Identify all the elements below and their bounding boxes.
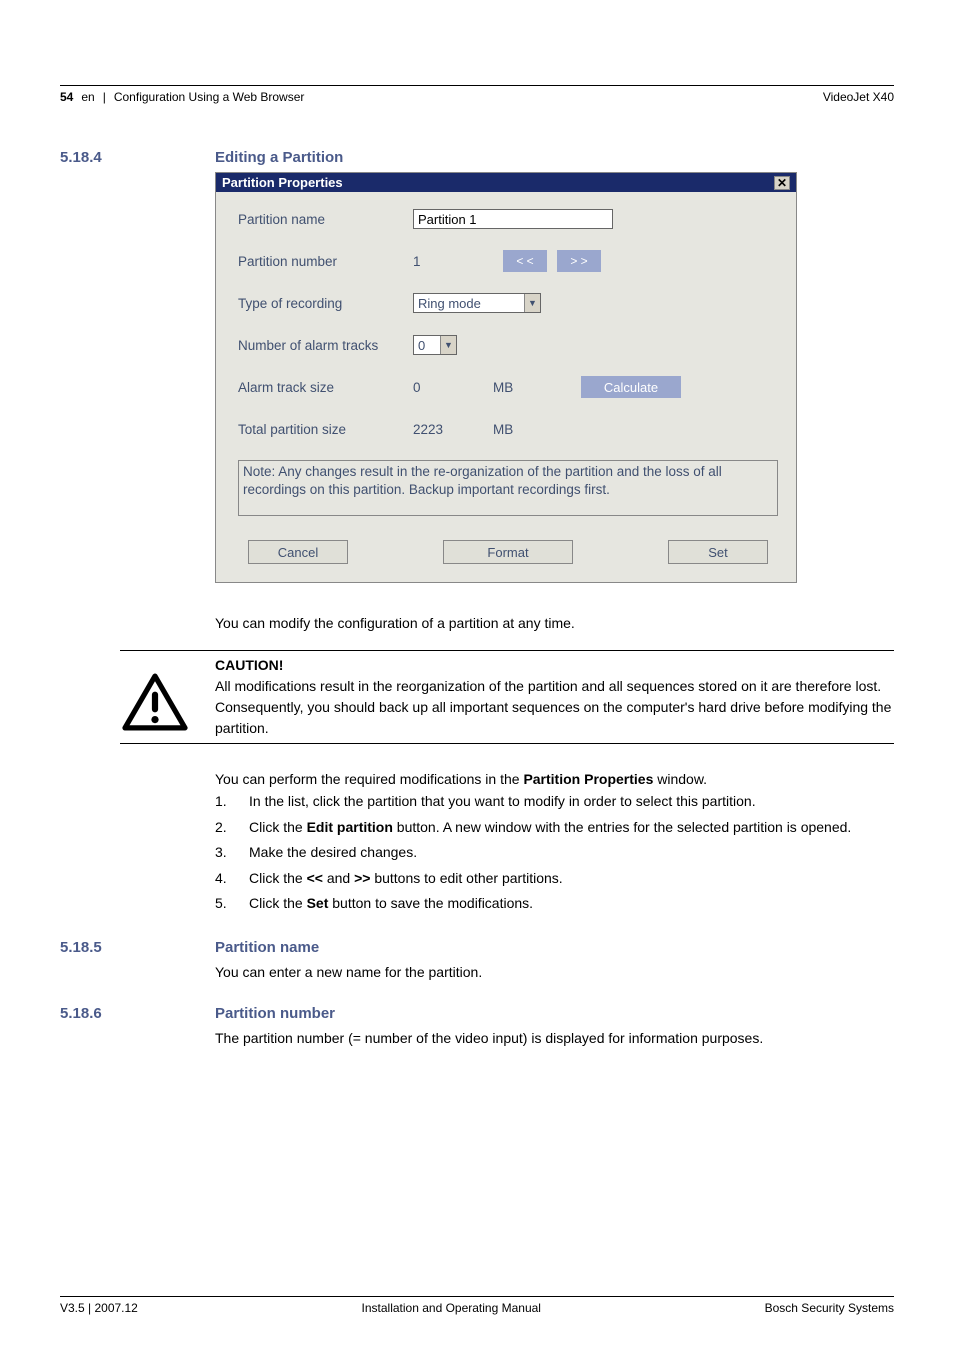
header-product: VideoJet X40 [823,90,894,104]
footer-rule [60,1296,894,1297]
step-5a: Click the [249,895,307,911]
section-title: Editing a Partition [215,149,343,166]
close-icon[interactable]: ✕ [774,176,790,190]
chevron-down-icon: ▼ [524,294,540,312]
partition-number-value: 1 [413,254,453,269]
intro-b: Partition Properties [523,771,653,787]
alarm-track-size-value: 0 [413,380,453,395]
section-number: 5.18.5 [60,939,195,956]
step-4a: Click the [249,870,307,886]
caution-line-1: All modifications result in the reorgani… [215,676,894,697]
footer-center: Installation and Operating Manual [362,1301,541,1315]
dialog-titlebar: Partition Properties ✕ [216,173,796,192]
caution-rule-bottom [120,743,894,744]
step-4: Click the << and >> buttons to edit othe… [249,867,894,889]
unit-mb-1: MB [493,380,523,395]
dialog-title-text: Partition Properties [222,175,343,190]
set-button[interactable]: Set [668,540,768,564]
section-heading-1: 5.18.4 Editing a Partition [60,149,894,166]
calculate-button[interactable]: Calculate [581,376,681,398]
footer-left: V3.5 | 2007.12 [60,1301,138,1315]
step-1: In the list, click the partition that yo… [249,790,894,812]
step-3: Make the desired changes. [249,841,894,863]
section-2-body: You can enter a new name for the partiti… [215,962,894,983]
header-breadcrumb: Configuration Using a Web Browser [114,90,305,104]
step-5: Click the Set button to save the modific… [249,892,894,914]
label-type-recording: Type of recording [238,296,413,311]
page-footer: V3.5 | 2007.12 Installation and Operatin… [60,1301,894,1315]
header-rule [60,85,894,86]
step-5c: button to save the modifications. [328,895,533,911]
label-partition-name: Partition name [238,212,413,227]
next-button[interactable]: > > [557,250,601,272]
step-2: Click the Edit partition button. A new w… [249,816,894,838]
type-recording-select[interactable]: Ring mode ▼ [413,293,541,313]
procedure-list: 1. In the list, click the partition that … [215,790,894,914]
warning-icon [120,655,195,739]
caution-line-2: Consequently, you should back up all imp… [215,697,894,739]
paragraph-modify: You can modify the configuration of a pa… [215,613,894,633]
section-3-body: The partition number (= number of the vi… [215,1028,894,1049]
step-4b: << [307,870,323,886]
alarm-tracks-value: 0 [418,338,425,353]
label-alarm-tracks: Number of alarm tracks [238,338,413,353]
caution-title: CAUTION! [215,655,894,676]
step-5b: Set [307,895,329,911]
label-total-size: Total partition size [238,422,413,437]
section-number: 5.18.4 [60,149,195,166]
step-num: 2. [215,816,233,838]
intro-c: window. [653,771,707,787]
step-num: 5. [215,892,233,914]
step-num: 3. [215,841,233,863]
total-size-value: 2223 [413,422,465,437]
step-2a: Click the [249,819,307,835]
section-heading-2: 5.18.5 Partition name [60,939,894,956]
partition-properties-dialog: Partition Properties ✕ Partition name Pa… [215,172,797,583]
type-recording-value: Ring mode [418,296,481,311]
step-4e: buttons to edit other partitions. [370,870,562,886]
format-button[interactable]: Format [443,540,573,564]
section-title: Partition name [215,939,319,956]
step-2c: button. A new window with the entries fo… [393,819,851,835]
header-lang: en [81,90,94,104]
step-4d: >> [354,870,370,886]
step-4c: and [323,870,354,886]
step-2b: Edit partition [307,819,393,835]
procedure-intro: You can perform the required modificatio… [215,769,894,791]
prev-button[interactable]: < < [503,250,547,272]
dialog-note: Note: Any changes result in the re-organ… [238,460,778,516]
intro-a: You can perform the required modificatio… [215,771,523,787]
label-partition-number: Partition number [238,254,413,269]
cancel-button[interactable]: Cancel [248,540,348,564]
caution-rule-top [120,650,894,651]
header-sep: | [103,90,106,104]
section-heading-3: 5.18.6 Partition number [60,1005,894,1022]
step-num: 1. [215,790,233,812]
alarm-tracks-select[interactable]: 0 ▼ [413,335,457,355]
unit-mb-2: MB [493,422,523,437]
page-number: 54 [60,90,73,104]
partition-name-input[interactable] [413,209,613,229]
section-number: 5.18.6 [60,1005,195,1022]
caution-block: CAUTION! All modifications result in the… [120,655,894,739]
footer-right: Bosch Security Systems [765,1301,894,1315]
chevron-down-icon: ▼ [440,336,456,354]
page-header: 54 en | Configuration Using a Web Browse… [60,90,894,104]
label-alarm-track-size: Alarm track size [238,380,413,395]
step-num: 4. [215,867,233,889]
section-title: Partition number [215,1005,335,1022]
